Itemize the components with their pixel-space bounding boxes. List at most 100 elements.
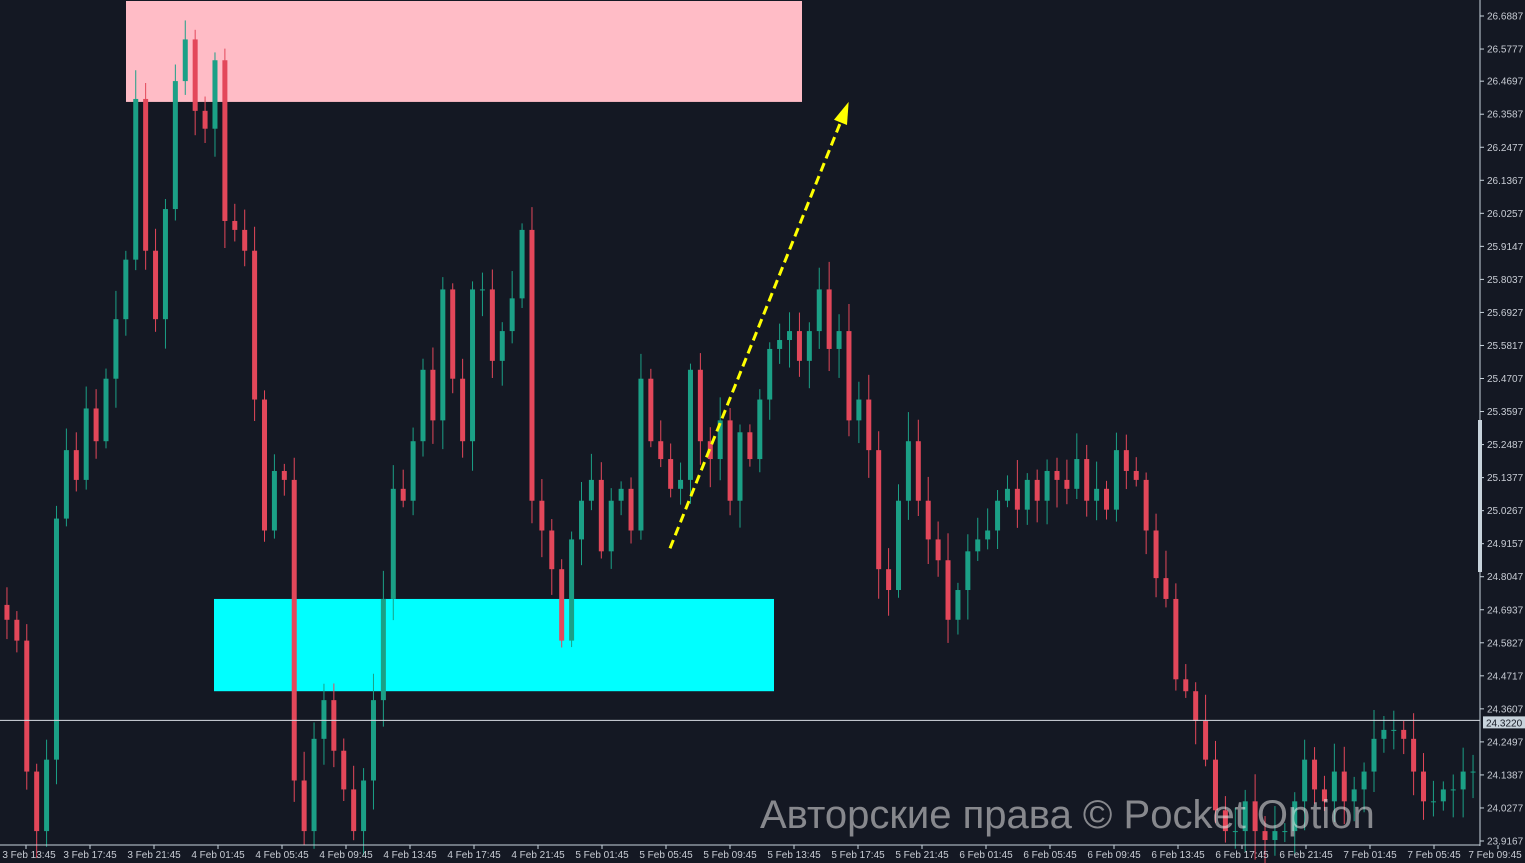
candle <box>1292 792 1298 855</box>
candle-body <box>4 604 10 620</box>
candle <box>836 314 842 378</box>
time-axis[interactable]: 3 Feb 13:45 3 Feb 17:45 3 Feb 21:45 4 Feb 0… <box>0 844 1522 861</box>
candle <box>262 390 268 542</box>
candle-body <box>1014 488 1020 510</box>
candle-body <box>1123 450 1129 471</box>
candle <box>1123 434 1129 490</box>
candle <box>1143 472 1149 555</box>
candle <box>172 64 178 221</box>
candle <box>866 374 872 478</box>
candle <box>1104 480 1110 520</box>
candle <box>83 386 89 490</box>
candle-body <box>370 700 376 781</box>
candle-body <box>281 470 287 480</box>
candle <box>450 283 456 394</box>
candle <box>569 531 575 648</box>
candle-body <box>440 289 446 421</box>
candle-body <box>1262 831 1268 841</box>
candle-body <box>1044 470 1050 501</box>
candle-body <box>252 250 258 400</box>
candle <box>905 412 911 520</box>
candle <box>876 431 882 599</box>
candle <box>24 624 30 790</box>
candle <box>1401 720 1407 755</box>
price-tick-label: 24.9157 <box>1487 539 1524 550</box>
candle-body <box>1331 771 1337 802</box>
candle <box>232 203 238 242</box>
candle-body <box>1084 459 1090 501</box>
candle <box>757 389 763 473</box>
candle-body <box>658 441 664 460</box>
candle-body <box>1361 771 1367 790</box>
candle <box>34 763 40 858</box>
price-tick-label: 26.0257 <box>1487 209 1524 220</box>
candle <box>1302 739 1308 831</box>
candle-body <box>400 488 406 501</box>
candle-body <box>995 500 1001 531</box>
candle-body <box>103 378 109 442</box>
price-tick-label: 25.9147 <box>1487 242 1524 253</box>
candle-body <box>499 331 505 361</box>
time-tick-label: 6 Feb 05:45 <box>1023 850 1077 861</box>
candle <box>1024 473 1030 525</box>
candles-layer <box>4 20 1476 863</box>
candle-body <box>648 378 654 442</box>
candle-body <box>618 488 624 501</box>
candle-body <box>1024 479 1030 510</box>
candle-body <box>985 530 991 540</box>
candle <box>400 469 406 508</box>
candle <box>182 20 188 95</box>
candle <box>202 96 208 143</box>
price-tick-label: 23.9167 <box>1487 837 1524 848</box>
price-tick-label: 24.0277 <box>1487 803 1524 814</box>
time-tick-label: 4 Feb 01:45 <box>191 850 245 861</box>
candle-body <box>1440 789 1446 802</box>
candle-body <box>1094 488 1100 501</box>
candle <box>618 481 624 516</box>
candle-body <box>965 551 971 591</box>
price-axis[interactable]: 26.6887 26.5777 26.4697 26.3587 26.2477 26.13… <box>1478 0 1525 848</box>
candle <box>420 358 426 457</box>
candle-body <box>202 110 208 129</box>
candle <box>1193 682 1199 745</box>
candle <box>499 322 505 386</box>
price-axis-scrollbar <box>1478 420 1482 572</box>
candle-body <box>569 539 575 641</box>
price-tick-label: 24.5827 <box>1487 638 1524 649</box>
candle <box>1371 709 1377 793</box>
candle <box>479 272 485 317</box>
candle-body <box>787 331 793 341</box>
candle <box>143 83 149 270</box>
candle <box>44 739 50 847</box>
candle-body <box>549 530 555 570</box>
time-tick-label: 3 Feb 17:45 <box>63 850 117 861</box>
candle-body <box>489 289 495 361</box>
candle-body <box>1232 831 1238 833</box>
candle-body <box>14 619 20 641</box>
candle-body <box>212 60 218 129</box>
candle-body <box>123 259 129 320</box>
candle-body <box>767 348 773 400</box>
candle-body <box>420 369 426 442</box>
candle-body <box>945 560 951 620</box>
candle <box>1391 710 1397 750</box>
candle-body <box>935 539 941 561</box>
candle <box>945 533 951 643</box>
candle-body <box>331 700 337 751</box>
candle <box>796 312 802 377</box>
time-tick-label: 5 Feb 05:45 <box>639 850 693 861</box>
candle <box>1074 433 1080 500</box>
candle-body <box>975 539 981 552</box>
candle-body <box>351 789 357 832</box>
price-tick-label: 24.6937 <box>1487 605 1524 616</box>
candle-body <box>1341 771 1347 802</box>
candle <box>915 419 921 517</box>
candle <box>361 768 367 856</box>
price-tick-label: 24.2497 <box>1487 737 1524 748</box>
time-tick-label: 7 Feb 01:45 <box>1343 850 1397 861</box>
candle-body <box>1203 720 1209 760</box>
candle <box>380 570 386 727</box>
candle <box>955 582 961 635</box>
candle-body <box>63 450 69 519</box>
